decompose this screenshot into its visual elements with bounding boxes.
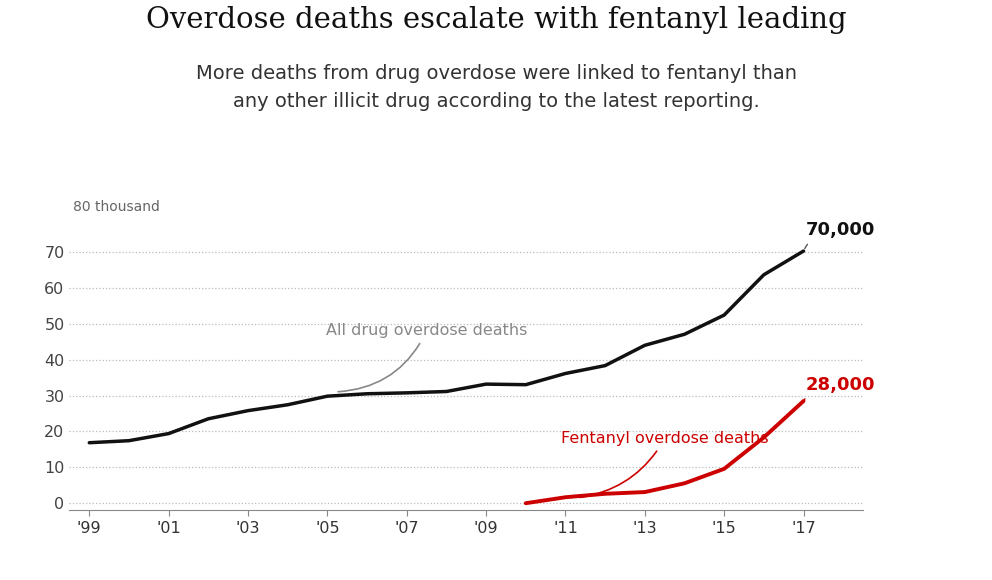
Text: Overdose deaths escalate with fentanyl leading: Overdose deaths escalate with fentanyl l…: [146, 6, 846, 34]
Text: 28,000: 28,000: [804, 376, 875, 401]
Text: More deaths from drug overdose were linked to fentanyl than
any other illicit dr: More deaths from drug overdose were link…: [195, 64, 797, 111]
Text: Fentanyl overdose deaths: Fentanyl overdose deaths: [560, 431, 769, 498]
Text: 80 thousand: 80 thousand: [73, 200, 161, 214]
Text: 70,000: 70,000: [805, 222, 875, 249]
Text: All drug overdose deaths: All drug overdose deaths: [326, 324, 527, 392]
